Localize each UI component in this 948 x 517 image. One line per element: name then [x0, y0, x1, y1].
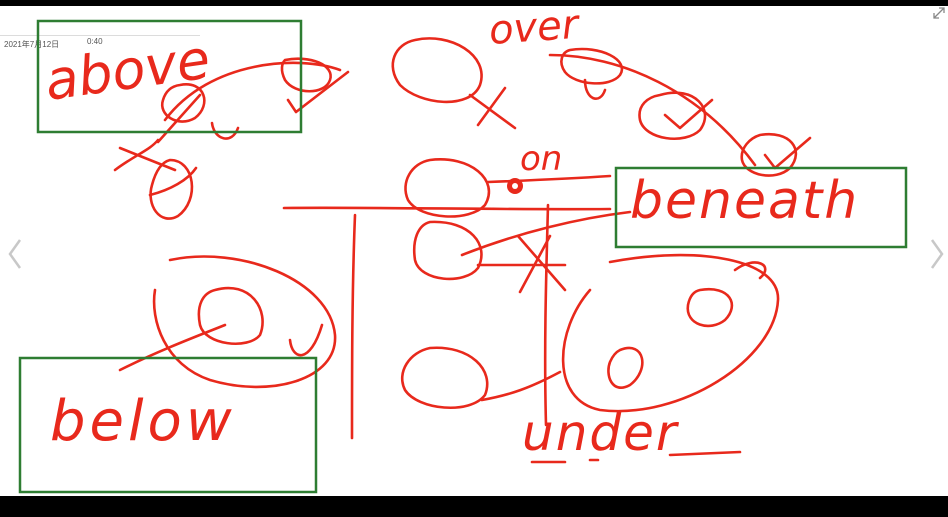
above-x-1 — [118, 146, 177, 172]
cross-vertical-left-stroke — [350, 213, 357, 440]
chevron-left-icon — [8, 239, 22, 269]
cross-vertical-right-stroke — [543, 203, 550, 427]
on-circle — [404, 158, 491, 218]
word-below: below — [50, 389, 236, 454]
above-circle-1 — [160, 83, 206, 123]
highlight-box-beneath — [614, 166, 908, 249]
over-check — [663, 98, 714, 130]
chevron-right-icon — [930, 239, 944, 269]
over-circle-2 — [560, 47, 624, 85]
above-x-2 — [113, 138, 160, 172]
above-slash — [156, 93, 202, 144]
over-arc — [548, 53, 757, 167]
word-above: above — [41, 27, 214, 112]
over-check-2 — [763, 136, 812, 170]
under-u — [733, 261, 767, 280]
cross-horizontal-stroke — [282, 206, 612, 211]
expand-icon — [933, 7, 945, 19]
word-beneath: beneath — [630, 171, 859, 231]
under-left-tail — [480, 370, 562, 402]
top-frame — [0, 0, 948, 6]
below-circle — [197, 286, 264, 346]
above-low-circle — [149, 158, 194, 220]
below-oval — [152, 255, 337, 389]
under-circle-2 — [607, 346, 644, 389]
over-circle-3 — [638, 91, 707, 141]
word-on: on — [520, 139, 562, 179]
next-page-button[interactable] — [926, 234, 948, 274]
above-check — [286, 70, 350, 114]
over-circle-4 — [740, 132, 798, 177]
above-low-tail — [148, 166, 198, 197]
beneath-star-d2 — [518, 234, 552, 294]
over-x-1 — [468, 93, 517, 130]
word-over: over — [487, 6, 582, 54]
page-date: 2021年7月12日 — [4, 40, 60, 49]
under-underline-3 — [668, 450, 742, 457]
below-u — [288, 323, 324, 357]
page-time: 0:40 — [87, 37, 103, 46]
beneath-line — [460, 210, 632, 257]
expand-button[interactable] — [932, 6, 946, 20]
on-line — [486, 174, 612, 184]
header-divider — [0, 35, 200, 36]
under-circle-1 — [686, 287, 734, 328]
ink-layer: above over on beneath below under — [18, 6, 908, 494]
beneath-circle — [412, 220, 483, 281]
over-circle — [391, 37, 483, 104]
below-line — [118, 323, 227, 372]
highlight-box-above — [36, 19, 303, 134]
over-x-2 — [476, 86, 507, 127]
word-under: under — [522, 404, 680, 462]
above-circle-2 — [280, 57, 332, 93]
highlight-box-below — [18, 356, 318, 494]
bottom-frame — [0, 496, 948, 517]
on-dot-center — [512, 183, 518, 189]
under-left-circle — [400, 346, 489, 410]
prev-page-button[interactable] — [4, 234, 26, 274]
under-oval — [561, 253, 780, 413]
whiteboard-canvas[interactable]: 2021年7月12日 0:40 — [0, 6, 948, 496]
beneath-star-d1 — [516, 234, 567, 292]
over-u — [583, 78, 607, 100]
